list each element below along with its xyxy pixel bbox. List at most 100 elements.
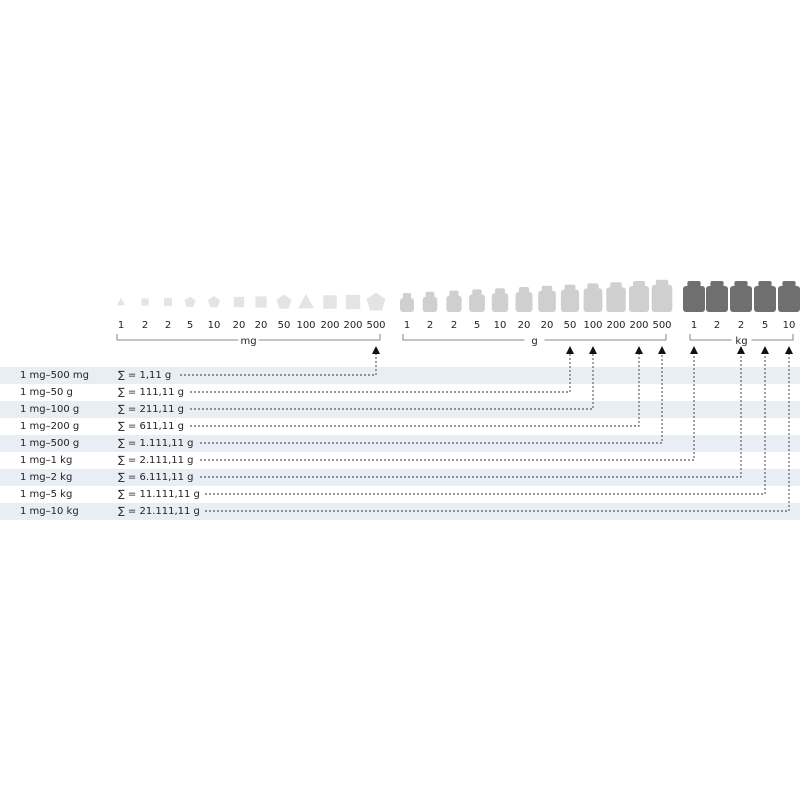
weight-knob [633, 281, 645, 287]
row-sum: ∑ = 6.111,11 g [118, 472, 194, 483]
weight-body [754, 286, 776, 312]
group-unit: g [531, 336, 537, 347]
weight-body [606, 287, 626, 312]
row-range: 1 mg–50 g [20, 387, 73, 398]
weight-label: 20 [541, 320, 554, 331]
weight-label: 2 [142, 320, 148, 331]
connector [200, 353, 663, 444]
weight-label: 200 [606, 320, 625, 331]
row-range: 1 mg–500 mg [20, 370, 89, 381]
weight-icon [117, 298, 125, 306]
weight-icon [184, 296, 196, 307]
weight-icon [323, 295, 337, 309]
weight-icon [255, 296, 267, 308]
arrow-head [658, 346, 666, 354]
connector [190, 353, 594, 410]
weight-label: 5 [474, 320, 480, 331]
connector [190, 353, 640, 427]
arrow-head [566, 346, 574, 354]
weight-label: 2 [451, 320, 457, 331]
weight-label: 50 [564, 320, 577, 331]
arrow-head [589, 346, 597, 354]
bracket-gap [238, 335, 259, 345]
weight-label: 1 [118, 320, 124, 331]
row-range: 1 mg–500 g [20, 438, 79, 449]
row-band [0, 503, 800, 520]
row-sum: ∑ = 1.111,11 g [118, 438, 194, 449]
connector [200, 353, 695, 461]
weight-label: 10 [494, 320, 507, 331]
weight-body [683, 286, 705, 312]
weight-label: 2 [165, 320, 171, 331]
weight-label: 200 [320, 320, 339, 331]
row-range: 1 mg–1 kg [20, 455, 72, 466]
weight-body [469, 294, 485, 312]
weight-icon [164, 298, 172, 306]
connector [205, 353, 766, 495]
weight-label: 2 [738, 320, 744, 331]
weight-knob [541, 285, 553, 292]
weight-label: 5 [187, 320, 193, 331]
weight-knob [655, 279, 669, 286]
row-band [0, 435, 800, 452]
weight-icon [276, 294, 292, 309]
weight-knob [734, 281, 748, 287]
connector [190, 353, 571, 393]
weight-label: 500 [366, 320, 385, 331]
row-sum: ∑ = 11.111,11 g [118, 489, 200, 500]
weight-label: 20 [518, 320, 531, 331]
row-range: 1 mg–200 g [20, 421, 79, 432]
weight-label: 10 [208, 320, 221, 331]
weight-label: 5 [762, 320, 768, 331]
row-band [0, 401, 800, 418]
weight-body [446, 295, 462, 312]
weight-label: 20 [255, 320, 268, 331]
weight-knob [564, 284, 576, 291]
connector [180, 353, 377, 376]
weight-body [400, 298, 414, 312]
weight-label: 100 [296, 320, 315, 331]
weight-icon [141, 298, 149, 306]
weight-knob [710, 281, 724, 287]
weight-knob [610, 282, 622, 289]
arrow-head [372, 346, 380, 354]
weight-icon [345, 294, 361, 310]
weight-icon [298, 294, 314, 309]
weight-body [730, 286, 752, 312]
arrow-head [761, 346, 769, 354]
weight-body [422, 296, 438, 312]
weight-label: 2 [427, 320, 433, 331]
weight-body [778, 286, 800, 312]
weight-body [651, 284, 673, 312]
weight-knob [758, 281, 772, 287]
row-range: 1 mg–10 kg [20, 506, 79, 517]
group-unit: kg [735, 336, 747, 347]
arrow-head [690, 346, 698, 354]
weight-label: 200 [629, 320, 648, 331]
weight-knob [449, 290, 459, 297]
weight-label: 2 [714, 320, 720, 331]
row-sum: ∑ = 611,11 g [118, 421, 184, 432]
row-sum: ∑ = 211,11 g [118, 404, 184, 415]
weight-body [491, 293, 509, 312]
weight-knob [472, 289, 482, 296]
weight-body [629, 286, 649, 312]
row-sum: ∑ = 21.111,11 g [118, 506, 200, 517]
row-range: 1 mg–100 g [20, 404, 79, 415]
row-sum: ∑ = 111,11 g [118, 387, 184, 398]
weight-knob [425, 291, 435, 298]
weight-label: 1 [691, 320, 697, 331]
weight-body [560, 289, 580, 312]
arrow-head [635, 346, 643, 354]
weight-body [583, 288, 603, 312]
weight-knob [782, 281, 796, 287]
weight-knob [402, 293, 412, 299]
row-sum: ∑ = 2.111,11 g [118, 455, 194, 466]
row-range: 1 mg–5 kg [20, 489, 72, 500]
weight-label: 10 [783, 320, 796, 331]
weight-label: 20 [233, 320, 246, 331]
weight-knob [495, 288, 505, 295]
row-range: 1 mg–2 kg [20, 472, 72, 483]
bracket-gap [731, 335, 752, 345]
row-band [0, 367, 800, 384]
